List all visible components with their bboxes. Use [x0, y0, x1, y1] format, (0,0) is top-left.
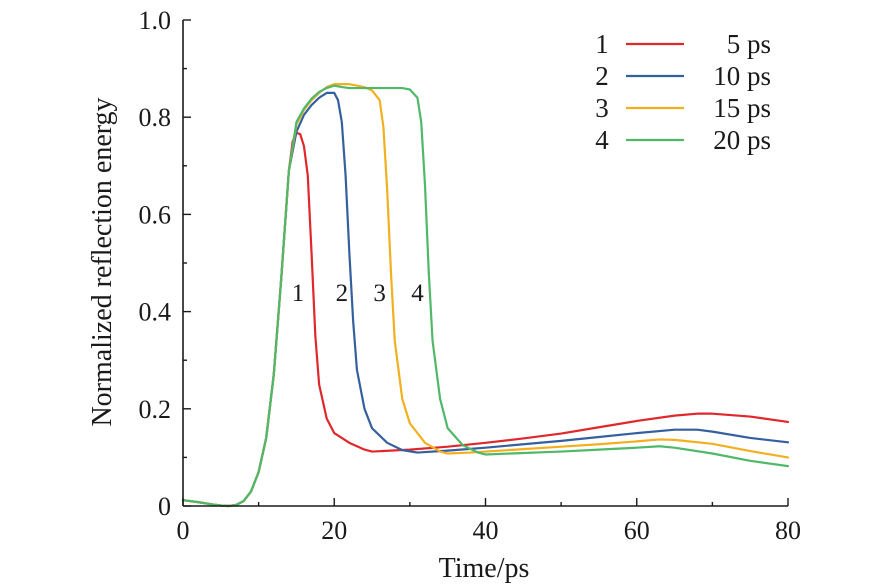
- curve-annotation-4: 4: [411, 280, 424, 307]
- y-tick-label: 1.0: [139, 6, 172, 35]
- legend-id-3: 3: [595, 93, 609, 123]
- legend-label-3: 15 ps: [713, 93, 771, 123]
- y-axis-title: Normalized reflection energy: [87, 97, 118, 426]
- curve-annotation-2: 2: [336, 280, 349, 307]
- series-layer: [181, 83, 790, 508]
- x-tick-label: 60: [624, 516, 650, 545]
- legend-label-1: 5 ps: [727, 29, 771, 59]
- curve-annotation-1: 1: [292, 280, 305, 307]
- series-line-1: [181, 131, 790, 508]
- y-tick-label: 0.2: [139, 395, 172, 424]
- x-tick-label: 80: [775, 516, 801, 545]
- series-line-2: [181, 91, 790, 508]
- legend-label-4: 20 ps: [713, 125, 771, 155]
- y-tick-label: 0.6: [139, 200, 172, 229]
- y-tick-label: 0.8: [139, 103, 172, 132]
- axes: [182, 20, 788, 507]
- x-tick-label: 0: [177, 516, 190, 545]
- legend-id-4: 4: [595, 125, 609, 155]
- series-line-4: [181, 84, 790, 508]
- y-tick-label: 0: [158, 492, 171, 521]
- ticks: 0 20 40 60 80 0 0.2 0.4 0.6 0.8 1.0: [139, 6, 802, 545]
- legend-id-1: 1: [595, 29, 609, 59]
- y-tick-label: 0.4: [139, 298, 172, 327]
- curve-annotation-3: 3: [373, 280, 386, 307]
- legend-id-2: 2: [595, 61, 609, 91]
- legend-label-2: 10 ps: [713, 61, 771, 91]
- x-tick-label: 20: [321, 516, 347, 545]
- x-axis-title: Time/ps: [439, 553, 530, 584]
- x-tick-label: 40: [473, 516, 499, 545]
